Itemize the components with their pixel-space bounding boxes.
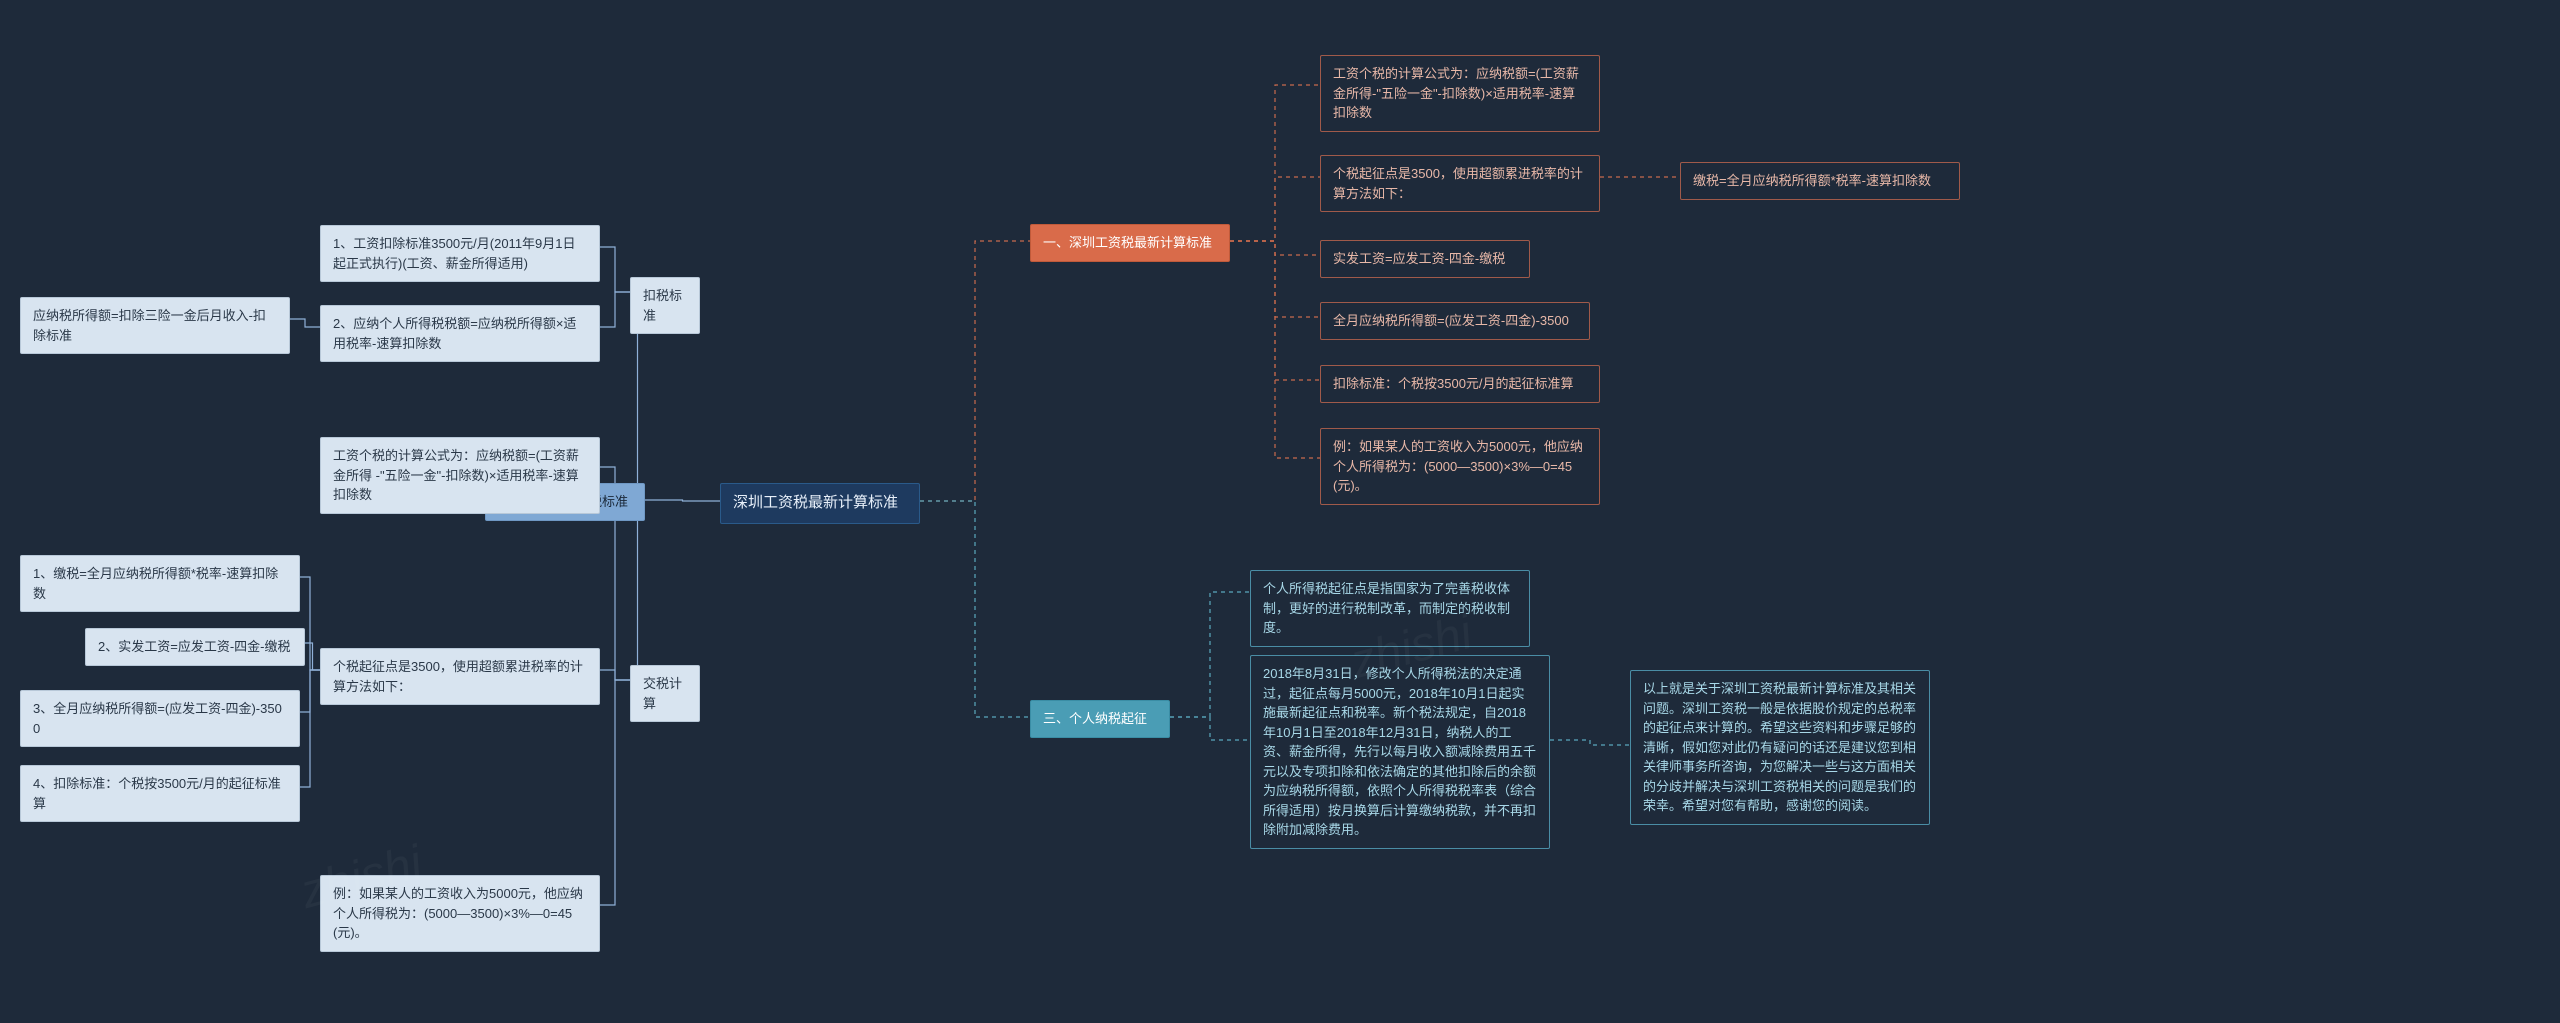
branch-b2b: 交税计算 xyxy=(630,665,700,722)
leaf-l1_4: 全月应纳税所得额=(应发工资-四金)-3500 xyxy=(1320,302,1590,340)
leaf-l1_6: 例：如果某人的工资收入为5000元，他应纳个人所得税为：(5000—3500)×… xyxy=(1320,428,1600,505)
leaf-l2b_3: 例：如果某人的工资收入为5000元，他应纳个人所得税为：(5000—3500)×… xyxy=(320,875,600,952)
leaf-l1_2: 个税起征点是3500，使用超额累进税率的计算方法如下： xyxy=(1320,155,1600,212)
leaf-l1_2a: 缴税=全月应纳税所得额*税率-速算扣除数 xyxy=(1680,162,1960,200)
leaf-l2a_1: 1、工资扣除标准3500元/月(2011年9月1日起正式执行)(工资、薪金所得适… xyxy=(320,225,600,282)
leaf-l2b_2_4: 4、扣除标准：个税按3500元/月的起征标准算 xyxy=(20,765,300,822)
branch-b2a: 扣税标准 xyxy=(630,277,700,334)
leaf-l3_2: 2018年8月31日，修改个人所得税法的决定通过，起征点每月5000元，2018… xyxy=(1250,655,1550,849)
leaf-l3_1: 个人所得税起征点是指国家为了完善税收体制，更好的进行税制改革，而制定的税收制度。 xyxy=(1250,570,1530,647)
leaf-l3_2a: 以上就是关于深圳工资税最新计算标准及其相关问题。深圳工资税一般是依据股价规定的总… xyxy=(1630,670,1930,825)
branch-b1: 一、深圳工资税最新计算标准 xyxy=(1030,224,1230,262)
leaf-l2b_2: 个税起征点是3500，使用超额累进税率的计算方法如下： xyxy=(320,648,600,705)
leaf-l2b_2_2: 2、实发工资=应发工资-四金-缴税 xyxy=(85,628,305,666)
leaf-l2a_2: 2、应纳个人所得税税额=应纳税所得额×适用税率-速算扣除数 xyxy=(320,305,600,362)
leaf-l1_3: 实发工资=应发工资-四金-缴税 xyxy=(1320,240,1530,278)
leaf-l2b_1: 工资个税的计算公式为：应纳税额=(工资薪金所得 -"五险一金"-扣除数)×适用税… xyxy=(320,437,600,514)
leaf-l1_5: 扣除标准：个税按3500元/月的起征标准算 xyxy=(1320,365,1600,403)
leaf-l2a_2a: 应纳税所得额=扣除三险一金后月收入-扣除标准 xyxy=(20,297,290,354)
root-node: 深圳工资税最新计算标准 xyxy=(720,483,920,524)
branch-b3: 三、个人纳税起征 xyxy=(1030,700,1170,738)
leaf-l2b_2_3: 3、全月应纳税所得额=(应发工资-四金)-3500 xyxy=(20,690,300,747)
leaf-l2b_2_1: 1、缴税=全月应纳税所得额*税率-速算扣除数 xyxy=(20,555,300,612)
leaf-l1_1: 工资个税的计算公式为：应纳税额=(工资薪金所得-"五险一金"-扣除数)×适用税率… xyxy=(1320,55,1600,132)
